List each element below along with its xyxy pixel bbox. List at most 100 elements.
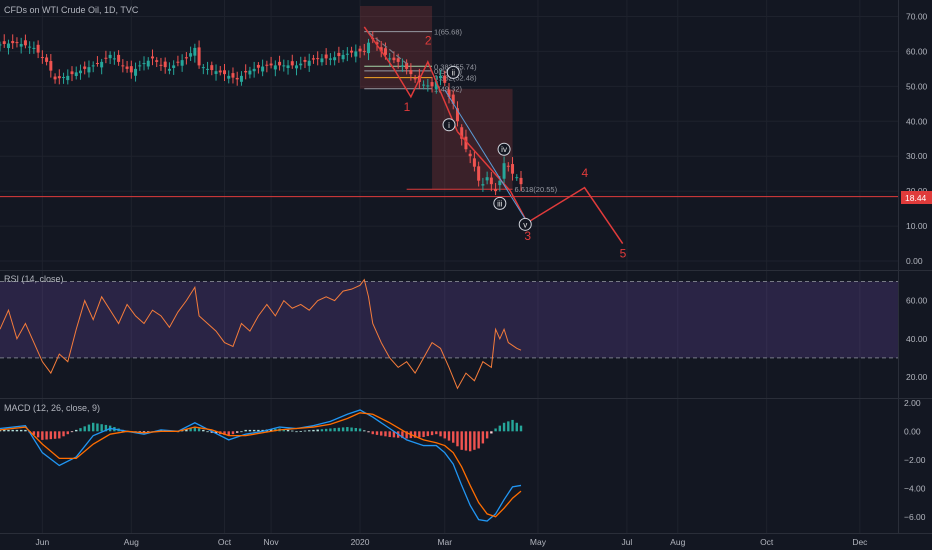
- wave-label-1[interactable]: 1: [404, 100, 411, 114]
- channel-line[interactable]: [444, 89, 526, 220]
- macd-histogram-bar: [185, 429, 188, 432]
- sub-wave-label-4[interactable]: iv: [501, 145, 507, 154]
- price-tick-label: 40.00: [906, 116, 928, 126]
- rsi-line[interactable]: [0, 278, 522, 390]
- rsi-pane[interactable]: [0, 278, 898, 390]
- sub-wave-label-1[interactable]: i: [448, 121, 450, 130]
- candle-body: [515, 177, 519, 179]
- macd-histogram-bar: [303, 430, 307, 432]
- candle-body: [485, 177, 489, 181]
- shaded-zone: [360, 6, 433, 89]
- macd-line[interactable]: [0, 409, 522, 522]
- macd-histogram-bar: [91, 422, 95, 432]
- candle-body: [57, 76, 61, 79]
- candle-body: [121, 65, 125, 67]
- macd-histogram-bar: [214, 431, 218, 434]
- wave-label-4[interactable]: 4: [582, 166, 589, 180]
- rsi-axis[interactable]: 60.00 40.00 20.00: [906, 296, 928, 382]
- wave-impulse-line[interactable]: [363, 26, 459, 133]
- rsi-title[interactable]: RSI (14, close): [4, 274, 64, 284]
- candle-body: [159, 64, 163, 66]
- candle-body: [180, 60, 184, 66]
- candle-body: [163, 61, 167, 68]
- macd-axis[interactable]: 2.00 0.00 −2.00 −4.00 −6.00: [904, 398, 926, 522]
- candle-body: [388, 58, 392, 60]
- macd-histogram-bar: [435, 431, 438, 435]
- macd-histogram-bar: [75, 429, 78, 432]
- macd-histogram-bar: [358, 428, 362, 432]
- candle-body: [443, 75, 447, 83]
- candle-body: [19, 43, 23, 47]
- macd-histogram-bar: [261, 429, 264, 432]
- candle-body: [70, 71, 74, 75]
- macd-histogram-bar: [49, 431, 53, 440]
- candle-body: [426, 85, 430, 87]
- candle-body: [286, 65, 290, 69]
- candle-body: [138, 65, 142, 67]
- macd-histogram-bar: [430, 431, 434, 436]
- macd-histogram-bar: [426, 431, 430, 437]
- macd-histogram-bar: [87, 424, 91, 432]
- candle-body: [316, 58, 320, 60]
- macd-histogram-bar: [447, 431, 451, 441]
- candle-body: [519, 177, 523, 185]
- macd-histogram-bar: [15, 429, 19, 432]
- macd-histogram-bar: [324, 428, 328, 432]
- wave-label-2[interactable]: 2: [425, 33, 432, 47]
- price-pane[interactable]: 1(65.68)0.382(55.74)0(54.44)0.382(52.48)…: [0, 6, 898, 261]
- macd-histogram-bar: [202, 429, 205, 432]
- price-tick-label: 30.00: [906, 151, 928, 161]
- macd-histogram-bar: [269, 429, 273, 432]
- macd-histogram-bar: [3, 429, 6, 432]
- wave-label-5[interactable]: 5: [620, 247, 627, 261]
- candle-body: [498, 180, 502, 186]
- candle-body: [307, 60, 311, 66]
- macd-histogram-bar: [494, 428, 497, 432]
- signal-line[interactable]: [0, 412, 522, 518]
- macd-histogram-bar: [312, 429, 315, 432]
- candle-body: [100, 61, 104, 68]
- macd-histogram-bar: [346, 427, 349, 432]
- candle-body: [74, 72, 78, 76]
- macd-histogram-bar: [481, 431, 485, 444]
- sub-wave-label-3[interactable]: iii: [497, 199, 503, 208]
- wave-label-3[interactable]: 3: [524, 229, 531, 243]
- candle-body: [201, 67, 205, 69]
- macd-histogram-bar: [58, 431, 61, 439]
- candle-body: [468, 153, 472, 157]
- time-tick-label: Jun: [35, 537, 49, 547]
- candle-body: [320, 58, 324, 63]
- time-axis[interactable]: Jun Aug Oct Nov 2020 Mar May Jul Aug Oct Dec: [35, 537, 868, 547]
- candle-body: [489, 177, 493, 185]
- candle-body: [328, 58, 332, 60]
- candle-body: [345, 53, 349, 55]
- macd-histogram-bar: [439, 431, 442, 437]
- shaded-zone: [432, 88, 513, 190]
- macd-histogram-bar: [147, 431, 150, 433]
- macd-histogram-bar: [197, 428, 201, 432]
- candle-body: [405, 62, 409, 69]
- candle-body: [32, 47, 36, 49]
- candle-body: [379, 47, 383, 52]
- candle-body: [375, 42, 379, 45]
- macd-histogram-bar: [223, 431, 226, 435]
- macd-histogram-bar: [498, 425, 502, 432]
- candle-body: [117, 54, 121, 62]
- sub-wave-label-5[interactable]: v: [523, 220, 527, 229]
- macd-pane[interactable]: [0, 409, 523, 522]
- candle-body: [49, 61, 53, 71]
- candle-body: [193, 47, 197, 56]
- macd-histogram-bar: [79, 428, 82, 432]
- candle-body: [409, 70, 413, 75]
- macd-histogram-bar: [375, 431, 379, 435]
- macd-title[interactable]: MACD (12, 26, close, 9): [4, 403, 100, 413]
- symbol-title[interactable]: CFDs on WTI Crude Oil, 1D, TVC: [4, 5, 139, 15]
- macd-histogram-bar: [231, 431, 235, 435]
- candle-body: [223, 70, 226, 75]
- trend-line[interactable]: [368, 31, 408, 65]
- sub-wave-label-2[interactable]: ii: [451, 68, 455, 77]
- candle-body: [311, 58, 315, 60]
- macd-histogram-bar: [519, 425, 523, 432]
- macd-histogram-bar: [464, 431, 468, 451]
